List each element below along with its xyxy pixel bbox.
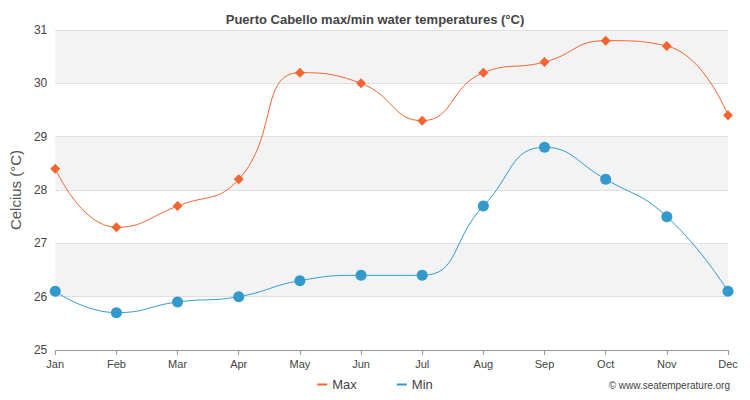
svg-text:26: 26 [34,290,48,304]
svg-text:29: 29 [34,130,48,144]
svg-text:Celcius (°C): Celcius (°C) [7,150,24,230]
svg-text:Aug: Aug [474,358,494,370]
svg-text:Feb: Feb [107,358,126,370]
svg-text:Max: Max [332,377,357,392]
svg-text:Min: Min [412,377,433,392]
svg-text:Jun: Jun [352,358,370,370]
svg-text:Jan: Jan [46,358,64,370]
svg-text:Mar: Mar [168,358,187,370]
svg-text:Oct: Oct [597,358,614,370]
svg-text:Puerto Cabello max/min water t: Puerto Cabello max/min water temperature… [226,12,525,27]
svg-text:Dec: Dec [718,358,738,370]
svg-text:Sep: Sep [535,358,555,370]
svg-text:25: 25 [34,343,48,357]
svg-text:May: May [289,358,310,370]
svg-text:Apr: Apr [230,358,247,370]
svg-text:30: 30 [34,76,48,90]
svg-text:Jul: Jul [415,358,429,370]
svg-text:© www.seatemperature.org: © www.seatemperature.org [609,380,730,391]
svg-text:Nov: Nov [657,358,677,370]
svg-text:28: 28 [34,183,48,197]
svg-text:27: 27 [34,236,48,250]
svg-text:31: 31 [34,23,48,37]
